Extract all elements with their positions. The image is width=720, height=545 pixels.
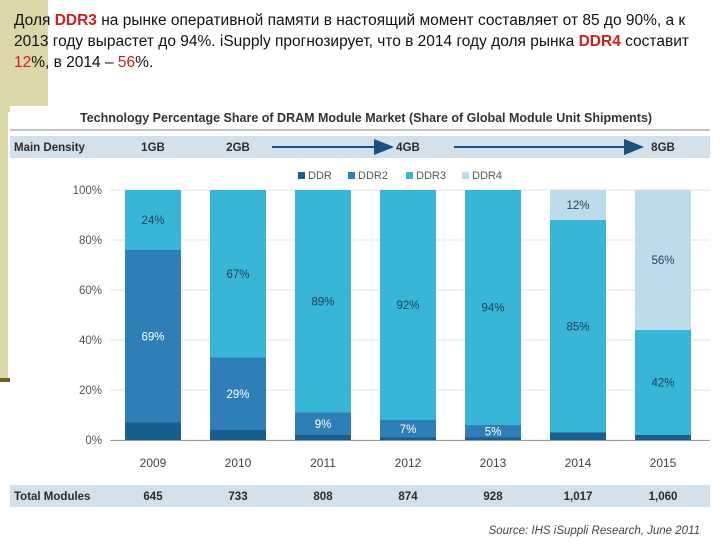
main-density-label: Main Density xyxy=(14,142,86,154)
y-tick-label-40: 40% xyxy=(79,335,102,347)
legend-label-ddr3: DDR3 xyxy=(416,170,446,182)
bar-2012-ddr3 xyxy=(380,190,436,420)
bar-2011-ddr2 xyxy=(295,412,351,435)
data-label-2014-ddr3: 85% xyxy=(566,321,589,333)
x-tick-label-2013: 2013 xyxy=(480,456,507,470)
total-modules-2015: 1,060 xyxy=(649,491,678,503)
bar-2011-ddr xyxy=(295,435,351,440)
data-label-2009-ddr2: 69% xyxy=(141,331,164,343)
bar-2015-ddr4 xyxy=(635,190,691,330)
bar-2013-ddr3 xyxy=(465,190,521,425)
bar-2010-ddr xyxy=(210,430,266,440)
bar-2015-ddr3 xyxy=(635,330,691,435)
heading-ddr3: DDR3 xyxy=(54,12,97,29)
heading-text-5: %. xyxy=(135,54,154,71)
total-modules-band xyxy=(10,485,710,507)
main-density-8gb: 8GB xyxy=(651,142,675,154)
x-axis: 2009 2010 2011 2012 2013 2014 2015 xyxy=(110,440,710,470)
bar-2010-ddr3 xyxy=(210,190,266,358)
data-label-2012-ddr3: 92% xyxy=(396,300,419,312)
slide-accent-strip xyxy=(0,112,8,382)
data-label-2013-ddr2: 5% xyxy=(485,426,502,438)
data-label-2015-ddr4: 56% xyxy=(651,255,674,267)
legend-label-ddr4: DDR4 xyxy=(472,170,502,182)
dram-share-chart: Technology Percentage Share of DRAM Modu… xyxy=(10,111,710,537)
total-modules-label: Total Modules xyxy=(14,491,90,503)
x-tick-label-2009: 2009 xyxy=(140,456,167,470)
y-tick-label-60: 60% xyxy=(79,285,102,297)
data-label-2011-ddr3: 89% xyxy=(311,296,334,308)
main-density-2gb: 2GB xyxy=(226,142,250,154)
total-modules-2013: 928 xyxy=(483,491,503,503)
slide-accent-rule xyxy=(0,378,10,382)
main-density-4gb: 4GB xyxy=(396,142,420,154)
bar-2015-ddr xyxy=(635,435,691,440)
y-tick-label-0: 0% xyxy=(85,435,102,447)
bar-2011-ddr3 xyxy=(295,190,351,413)
x-tick-label-2011: 2011 xyxy=(310,456,336,470)
total-modules-2009: 645 xyxy=(143,491,163,503)
heading-text-1: Доля xyxy=(14,12,55,29)
y-tick-label-20: 20% xyxy=(79,385,102,397)
legend-label-ddr: DDR xyxy=(308,170,332,182)
bar-2013-ddr2 xyxy=(465,425,521,438)
y-tick-label-80: 80% xyxy=(79,235,102,247)
bar-2014-ddr3 xyxy=(550,220,606,433)
data-label-2014-ddr4: 12% xyxy=(566,200,589,212)
bar-2014-ddr4 xyxy=(550,190,606,220)
bar-2009-ddr2 xyxy=(125,250,181,423)
bar-2014-ddr xyxy=(550,432,606,440)
legend-swatch-ddr4 xyxy=(462,172,469,179)
y-tick-label-100: 100% xyxy=(73,185,102,197)
total-modules-2010: 733 xyxy=(228,491,247,503)
x-tick-label-2012: 2012 xyxy=(395,456,422,470)
data-label-2010-ddr3: 67% xyxy=(226,269,249,281)
chart-legend: DDR DDR2 DDR3 DDR4 xyxy=(298,170,502,182)
total-modules-2011: 808 xyxy=(313,491,333,503)
legend-label-ddr2: DDR2 xyxy=(358,170,388,182)
bar-area: 24% 69% 67% 29% 89% 9% 92% 7% 94% 5% 12% 85% 56% 42% xyxy=(125,190,691,440)
heading-value-2014: 12 xyxy=(14,54,32,71)
heading-value-2015: 56 xyxy=(117,54,136,71)
chart-source: Source: IHS iSuppli Research, June 2011 xyxy=(489,525,700,537)
bar-2009-ddr3 xyxy=(125,190,181,250)
chart-title: Technology Percentage Share of DRAM Modu… xyxy=(80,111,652,125)
data-label-2015-ddr3: 42% xyxy=(651,378,674,390)
slide-heading: Доля DDR3 на рынке оперативной памяти в … xyxy=(14,10,704,73)
main-density-1gb: 1GB xyxy=(141,142,165,154)
data-label-2011-ddr2: 9% xyxy=(315,419,332,431)
total-modules-2014: 1,017 xyxy=(564,491,593,503)
chart-panel: Technology Percentage Share of DRAM Modu… xyxy=(10,106,710,540)
data-label-2009-ddr3: 24% xyxy=(141,215,164,227)
heading-ddr4: DDR4 xyxy=(578,33,621,50)
heading-text-4: %, в 2014 – xyxy=(31,54,118,71)
bar-2013-ddr xyxy=(465,437,521,440)
x-tick-label-2015: 2015 xyxy=(650,456,677,470)
bar-2012-ddr xyxy=(380,437,436,440)
legend-swatch-ddr2 xyxy=(348,172,355,179)
legend-swatch-ddr3 xyxy=(406,172,413,179)
heading-text-3: составит xyxy=(620,33,689,50)
heading-text-2: на рынке оперативной памяти в настоящий … xyxy=(14,12,686,50)
x-tick-label-2010: 2010 xyxy=(225,456,252,470)
data-label-2010-ddr2: 29% xyxy=(226,389,249,401)
legend-swatch-ddr xyxy=(298,172,305,179)
bar-2012-ddr2 xyxy=(380,420,436,438)
slide-accent-band xyxy=(0,0,48,112)
total-modules-2012: 874 xyxy=(398,491,418,503)
bar-2010-ddr2 xyxy=(210,357,266,430)
x-tick-label-2014: 2014 xyxy=(565,456,592,470)
data-label-2012-ddr2: 7% xyxy=(400,424,417,436)
data-label-2013-ddr3: 94% xyxy=(481,303,504,315)
bar-2009-ddr xyxy=(125,422,181,440)
